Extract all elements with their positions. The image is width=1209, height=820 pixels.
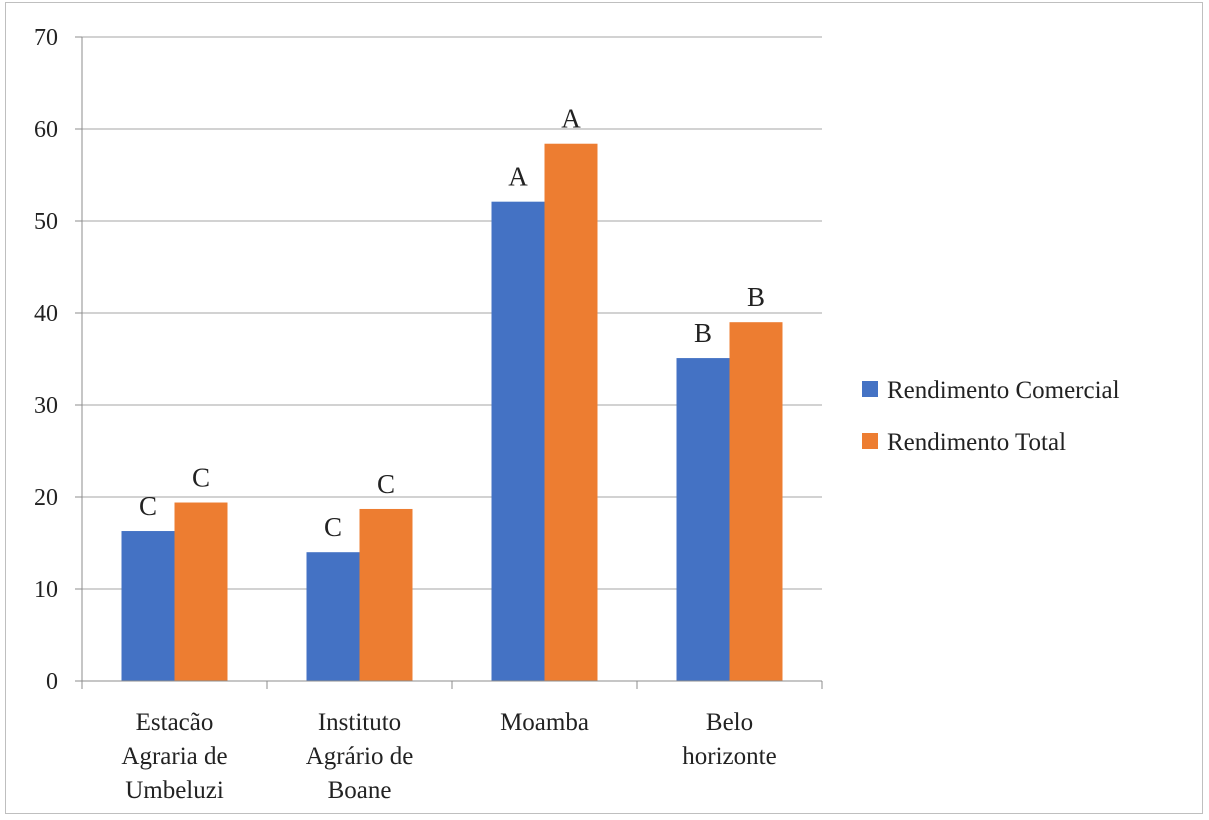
axes — [75, 36, 823, 689]
bar — [306, 552, 360, 681]
data-label: C — [192, 463, 210, 493]
bar — [174, 502, 228, 681]
x-tick-label: Estacão Agraria de Umbeluzi — [121, 709, 227, 804]
data-label: C — [139, 491, 157, 521]
x-tick-label: Belo horizonte — [682, 709, 776, 770]
bar — [359, 508, 413, 681]
data-label: A — [561, 104, 581, 134]
legend-swatch — [862, 381, 878, 397]
x-tick-labels: Estacão Agraria de Umbeluzi Instituto Agrári… — [121, 709, 776, 804]
data-label: C — [324, 512, 342, 542]
data-label: B — [747, 282, 765, 312]
bars — [121, 143, 783, 682]
x-tick-label: Moamba — [500, 709, 589, 736]
data-label: C — [377, 469, 395, 499]
x-tick-label: Instituto Agrário de Boane — [306, 709, 414, 804]
legend: Rendimento Comercial Rendimento Total — [862, 377, 1120, 456]
data-labels: C C C C A A B B — [139, 104, 765, 542]
y-tick-label: 0 — [46, 669, 58, 695]
bar — [544, 143, 598, 682]
y-tick-label: 20 — [34, 485, 58, 511]
y-tick-label: 60 — [34, 117, 58, 143]
y-tick-labels: 0 10 20 30 40 50 60 70 — [34, 25, 58, 695]
legend-label: Rendimento Comercial — [887, 377, 1120, 404]
y-tick-label: 40 — [34, 301, 58, 327]
y-tick-label: 10 — [34, 577, 58, 603]
bar — [121, 531, 175, 681]
y-tick-label: 30 — [34, 393, 58, 419]
bar — [676, 358, 730, 681]
data-label: B — [694, 318, 712, 348]
legend-label: Rendimento Total — [887, 429, 1066, 456]
data-label: A — [508, 162, 528, 192]
y-tick-label: 50 — [34, 209, 58, 235]
bar — [729, 322, 783, 681]
bar — [491, 201, 545, 681]
y-tick-label: 70 — [34, 25, 58, 51]
legend-swatch — [862, 433, 878, 449]
